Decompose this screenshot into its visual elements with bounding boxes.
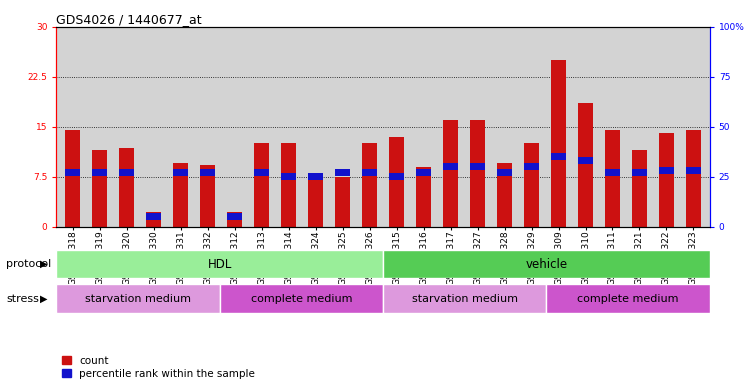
Bar: [383, 284, 547, 313]
Bar: [200, 166, 215, 227]
Bar: [578, 103, 593, 227]
Bar: [281, 143, 296, 227]
Bar: [335, 169, 350, 176]
Bar: [497, 169, 512, 176]
Text: ▶: ▶: [40, 259, 47, 269]
Text: complete medium: complete medium: [578, 293, 679, 304]
Bar: [92, 169, 107, 176]
Bar: [389, 137, 404, 227]
Bar: [497, 163, 512, 227]
Bar: [686, 130, 701, 227]
Bar: [443, 163, 458, 170]
Bar: [470, 163, 485, 170]
Bar: [416, 167, 431, 227]
Bar: [470, 120, 485, 227]
Bar: [443, 120, 458, 227]
Bar: [219, 284, 383, 313]
Bar: [686, 167, 701, 174]
Bar: [227, 212, 242, 227]
Bar: [632, 169, 647, 176]
Text: complete medium: complete medium: [251, 293, 352, 304]
Bar: [383, 250, 710, 278]
Bar: [146, 213, 161, 220]
Bar: [659, 133, 674, 227]
Bar: [632, 150, 647, 227]
Bar: [605, 130, 620, 227]
Text: protocol: protocol: [6, 259, 51, 269]
Bar: [335, 177, 350, 227]
Text: GDS4026 / 1440677_at: GDS4026 / 1440677_at: [56, 13, 202, 26]
Bar: [173, 169, 188, 176]
Bar: [119, 148, 134, 227]
Bar: [56, 284, 219, 313]
Text: vehicle: vehicle: [525, 258, 568, 270]
Bar: [65, 130, 80, 227]
Text: HDL: HDL: [207, 258, 232, 270]
Bar: [524, 143, 539, 227]
Legend: count, percentile rank within the sample: count, percentile rank within the sample: [62, 356, 255, 379]
Bar: [56, 250, 383, 278]
Bar: [173, 163, 188, 227]
Bar: [308, 180, 323, 227]
Bar: [92, 150, 107, 227]
Bar: [551, 60, 566, 227]
Bar: [362, 169, 377, 176]
Bar: [389, 173, 404, 180]
Bar: [362, 143, 377, 227]
Bar: [547, 284, 710, 313]
Bar: [551, 153, 566, 160]
Text: starvation medium: starvation medium: [85, 293, 191, 304]
Bar: [524, 163, 539, 170]
Bar: [227, 213, 242, 220]
Bar: [65, 169, 80, 176]
Bar: [254, 143, 269, 227]
Bar: [281, 173, 296, 180]
Bar: [254, 169, 269, 176]
Bar: [578, 157, 593, 164]
Bar: [119, 169, 134, 176]
Text: stress: stress: [6, 293, 39, 304]
Text: ▶: ▶: [40, 293, 47, 304]
Bar: [659, 167, 674, 174]
Bar: [200, 169, 215, 176]
Bar: [146, 212, 161, 227]
Bar: [308, 173, 323, 180]
Bar: [416, 169, 431, 176]
Bar: [605, 169, 620, 176]
Text: starvation medium: starvation medium: [412, 293, 517, 304]
